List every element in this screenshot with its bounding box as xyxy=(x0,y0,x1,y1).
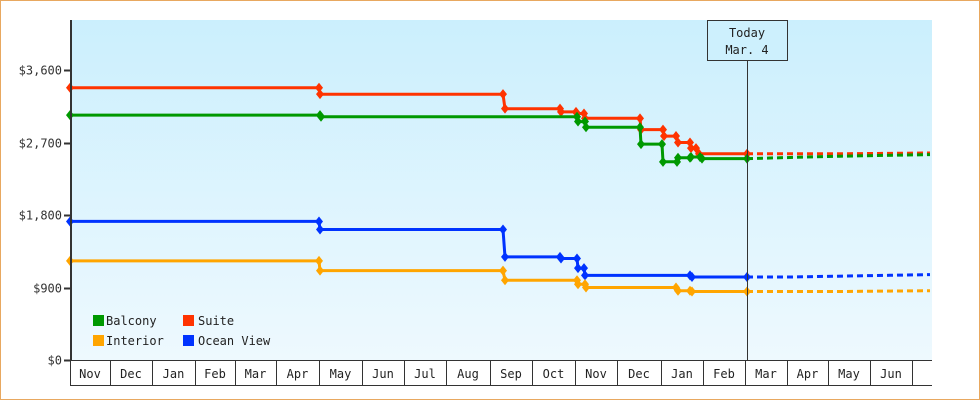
data-point-marker[interactable] xyxy=(582,122,590,133)
series-projection xyxy=(747,151,931,156)
legend-swatch-suite xyxy=(183,315,194,326)
legend-label-ocean-view: Ocean View xyxy=(198,334,271,348)
month-label: Jul xyxy=(414,367,436,381)
month-label: May xyxy=(330,367,352,381)
data-point-marker[interactable] xyxy=(315,255,323,266)
month-label: May xyxy=(838,367,860,381)
data-point-marker[interactable] xyxy=(316,224,324,235)
data-point-marker[interactable] xyxy=(688,272,696,283)
today-date: Mar. 4 xyxy=(725,43,768,57)
y-axis-ticks: $0 $900 $1,800 $2,700 $3,600 xyxy=(19,64,71,368)
legend-swatch-balcony xyxy=(93,315,104,326)
legend-item-interior[interactable]: Interior xyxy=(93,334,164,348)
y-tick-label: $900 xyxy=(33,282,62,296)
series-projection xyxy=(747,289,931,293)
data-point-marker[interactable] xyxy=(501,275,509,286)
data-point-marker[interactable] xyxy=(315,82,323,93)
data-point-marker[interactable] xyxy=(688,286,696,297)
legend-label-interior: Interior xyxy=(106,334,164,348)
data-point-marker[interactable] xyxy=(674,152,682,163)
legend-label-suite: Suite xyxy=(198,314,234,328)
month-label: Jun xyxy=(880,367,902,381)
month-label: Jun xyxy=(372,367,394,381)
legend-swatch-ocean-view xyxy=(183,335,194,346)
data-point-marker[interactable] xyxy=(687,143,695,154)
month-label: Aug xyxy=(457,367,479,381)
data-point-marker[interactable] xyxy=(698,153,706,164)
today-label: Today xyxy=(729,26,765,40)
series-layer xyxy=(66,82,931,297)
data-point-marker[interactable] xyxy=(581,270,589,281)
data-point-marker[interactable] xyxy=(316,265,324,276)
plot-area xyxy=(72,20,932,360)
month-label: Dec xyxy=(628,367,650,381)
data-point-marker[interactable] xyxy=(674,285,682,296)
today-marker: Today Mar. 4 xyxy=(707,20,788,360)
data-point-marker[interactable] xyxy=(658,139,666,150)
data-point-marker[interactable] xyxy=(574,116,582,127)
data-point-marker[interactable] xyxy=(636,113,644,124)
data-point-marker[interactable] xyxy=(687,152,695,162)
month-label: Dec xyxy=(120,367,142,381)
data-point-marker[interactable] xyxy=(637,139,645,150)
month-label: Apr xyxy=(287,367,309,381)
data-point-marker[interactable] xyxy=(501,251,509,262)
month-label: Oct xyxy=(543,367,565,381)
month-label: Sep xyxy=(500,367,522,381)
y-tick-label: $2,700 xyxy=(19,137,62,151)
data-point-marker[interactable] xyxy=(660,131,668,142)
x-axis-months: Nov Dec Jan Feb Mar Apr May Jun Jul Aug Sep Oct Nov D… xyxy=(70,361,913,385)
month-label: Apr xyxy=(797,367,819,381)
month-label: Feb xyxy=(204,367,226,381)
month-label: Jan xyxy=(163,367,185,381)
data-point-marker[interactable] xyxy=(573,253,581,264)
legend-swatch-interior xyxy=(93,335,104,346)
y-tick-label: $0 xyxy=(48,354,62,368)
series-projection xyxy=(746,153,931,161)
month-label: Jan xyxy=(671,367,693,381)
data-point-marker[interactable] xyxy=(582,282,590,293)
month-label: Feb xyxy=(713,367,735,381)
y-tick-label: $1,800 xyxy=(19,209,62,223)
data-point-marker[interactable] xyxy=(315,216,323,227)
data-point-marker[interactable] xyxy=(659,124,667,135)
legend: Balcony Suite Interior Ocean View xyxy=(93,314,271,348)
series-balcony xyxy=(66,110,931,167)
data-point-marker[interactable] xyxy=(499,224,507,235)
month-label: Mar xyxy=(755,367,777,381)
data-point-marker[interactable] xyxy=(317,111,325,122)
legend-item-ocean-view[interactable]: Ocean View xyxy=(183,334,271,348)
legend-label-balcony: Balcony xyxy=(106,314,157,328)
y-tick-label: $3,600 xyxy=(19,64,62,78)
series-line xyxy=(70,219,747,279)
data-point-marker[interactable] xyxy=(557,253,565,264)
month-label: Nov xyxy=(79,367,101,381)
data-point-marker[interactable] xyxy=(659,156,667,167)
data-point-marker[interactable] xyxy=(316,89,324,100)
series-projection xyxy=(747,273,931,279)
legend-item-balcony[interactable]: Balcony xyxy=(93,314,157,328)
data-point-marker[interactable] xyxy=(499,265,507,276)
data-point-marker[interactable] xyxy=(557,106,565,117)
data-point-marker[interactable] xyxy=(636,122,644,133)
month-label: Nov xyxy=(585,367,607,381)
data-point-marker[interactable] xyxy=(574,279,582,290)
legend-item-suite[interactable]: Suite xyxy=(183,314,234,328)
data-point-marker[interactable] xyxy=(674,137,682,148)
data-point-marker[interactable] xyxy=(499,89,507,100)
data-point-marker[interactable] xyxy=(574,263,582,274)
today-box xyxy=(707,20,788,61)
data-point-marker[interactable] xyxy=(580,263,588,274)
data-point-marker[interactable] xyxy=(501,103,509,114)
month-label: Mar xyxy=(245,367,267,381)
